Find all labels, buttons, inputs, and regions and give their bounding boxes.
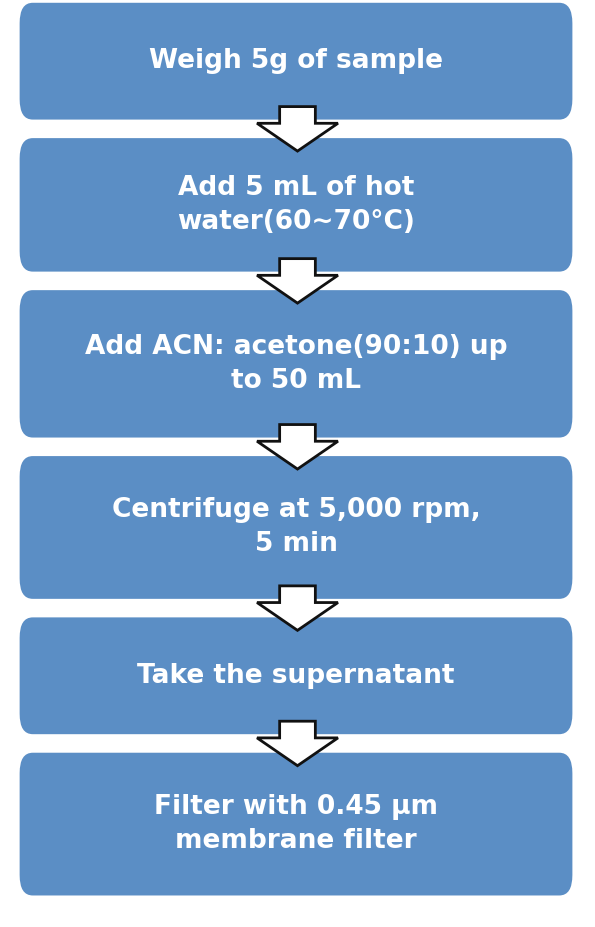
Text: Add 5 mL of hot
water(60∼70°C): Add 5 mL of hot water(60∼70°C) <box>177 175 415 235</box>
Polygon shape <box>257 259 338 303</box>
Polygon shape <box>257 425 338 469</box>
Polygon shape <box>257 586 338 630</box>
FancyBboxPatch shape <box>20 3 572 120</box>
Text: Centrifuge at 5,000 rpm,
5 min: Centrifuge at 5,000 rpm, 5 min <box>112 498 480 557</box>
Polygon shape <box>257 721 338 766</box>
Text: Filter with 0.45 μm
membrane filter: Filter with 0.45 μm membrane filter <box>154 794 438 854</box>
FancyBboxPatch shape <box>20 138 572 272</box>
Text: Take the supernatant: Take the supernatant <box>137 663 455 689</box>
Text: Weigh 5g of sample: Weigh 5g of sample <box>149 48 443 74</box>
Polygon shape <box>257 107 338 151</box>
Text: Add ACN: acetone(90:10) up
to 50 mL: Add ACN: acetone(90:10) up to 50 mL <box>84 334 508 394</box>
FancyBboxPatch shape <box>20 753 572 895</box>
FancyBboxPatch shape <box>20 290 572 438</box>
FancyBboxPatch shape <box>20 617 572 734</box>
FancyBboxPatch shape <box>20 456 572 599</box>
